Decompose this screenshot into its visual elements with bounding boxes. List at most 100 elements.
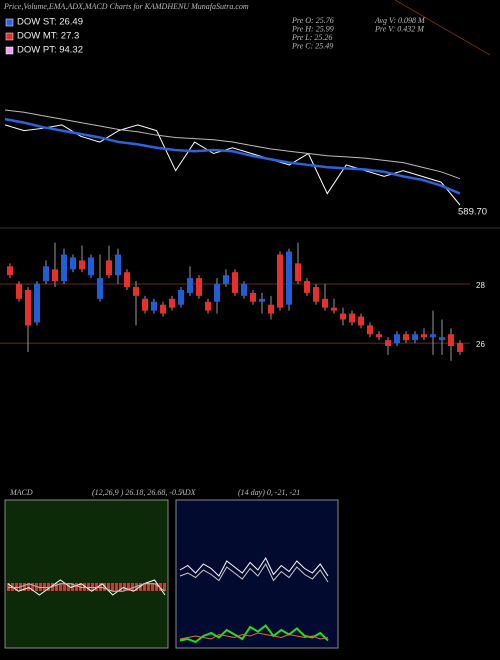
candle-body: [16, 284, 22, 299]
candle-body: [34, 284, 40, 323]
candle-body: [142, 298, 148, 311]
macd-bar: [155, 583, 158, 591]
macd-bar: [103, 583, 106, 591]
info-text: Pre H: 25.99: [291, 24, 334, 33]
macd-bar: [123, 583, 126, 591]
macd-bar: [151, 583, 154, 591]
macd-bar: [127, 583, 130, 591]
candle-body: [187, 278, 193, 293]
candle-body: [403, 334, 409, 341]
legend-label: DOW ST: 26.49: [17, 17, 83, 28]
adx-line: [179, 562, 329, 583]
macd-bar: [59, 583, 62, 591]
candle-body: [331, 307, 337, 311]
y-tick-label: 28: [476, 281, 485, 290]
macd-bar: [111, 583, 114, 591]
macd-bar: [163, 583, 166, 591]
macd-bar: [131, 583, 134, 591]
macd-line: [8, 583, 166, 592]
candle-body: [133, 286, 139, 296]
y-tick-label: 26: [476, 340, 485, 349]
candle-body: [205, 301, 211, 311]
macd-bar: [139, 583, 142, 591]
candle-body: [367, 325, 373, 335]
adx-label: ADX: [179, 488, 197, 497]
macd-panel: [4, 499, 169, 649]
macd-bar: [75, 583, 78, 591]
macd-bar: [63, 583, 66, 591]
candle-body: [322, 298, 328, 308]
upper-line: [4, 124, 461, 206]
macd-label: MACD: [9, 488, 33, 497]
candle-body: [169, 298, 175, 308]
macd-bar: [119, 583, 122, 591]
candle-body: [313, 286, 319, 302]
candle-body: [52, 269, 58, 282]
candle-body: [196, 278, 202, 296]
macd-bar: [143, 583, 146, 591]
legend-label: DOW MT: 27.3: [17, 31, 79, 42]
macd-bar: [135, 583, 138, 591]
upper-line: [4, 109, 461, 180]
adx-params: (14 day) 0, -21, -21: [238, 488, 300, 497]
info-text: Pre O: 25.76: [291, 16, 334, 25]
macd-bar: [115, 583, 118, 591]
candle-body: [160, 304, 166, 314]
candle-body: [259, 298, 265, 302]
macd-bar: [159, 583, 162, 591]
macd-bar: [67, 583, 70, 591]
candle-body: [61, 254, 67, 282]
candle-body: [43, 266, 49, 282]
candle-body: [448, 334, 454, 347]
candle-body: [70, 257, 76, 270]
candle-body: [25, 289, 31, 326]
candle-body: [277, 254, 283, 308]
candle-body: [304, 281, 310, 293]
candle-body: [241, 284, 247, 296]
candle-body: [88, 257, 94, 276]
macd-bar: [147, 583, 150, 591]
macd-bar: [107, 583, 110, 591]
candle-body: [151, 301, 157, 311]
candle-body: [232, 272, 238, 293]
info-text: Pre V: 0.432 M: [374, 24, 425, 33]
candle-body: [295, 263, 301, 282]
macd-bar: [35, 583, 38, 591]
candle-body: [412, 334, 418, 341]
trend-line: [394, 0, 491, 56]
candle-body: [79, 260, 85, 270]
macd-bar: [23, 583, 26, 591]
adx-line: [179, 624, 329, 644]
candle-body: [97, 278, 103, 299]
candle-body: [115, 254, 121, 276]
candle-body: [340, 313, 346, 320]
candle-body: [214, 284, 220, 302]
upper-line: [4, 117, 461, 195]
macd-bar: [27, 583, 30, 591]
candle-body: [286, 251, 292, 305]
macd-params: (12,26,9 ) 26.18, 26.68, -0.5: [92, 488, 182, 497]
candle-body: [421, 334, 427, 338]
legend-label: DOW PT: 94.32: [17, 45, 83, 56]
candle-body: [250, 292, 256, 302]
candle-body: [106, 260, 112, 276]
candle-body: [7, 266, 13, 276]
upper-label: 589.70: [458, 207, 487, 218]
legend-swatch: [5, 32, 14, 41]
macd-bar: [31, 583, 34, 591]
adx-line: [179, 556, 329, 577]
candle-body: [385, 340, 391, 347]
candle-body: [124, 272, 130, 287]
candle-body: [268, 304, 274, 314]
macd-bar: [55, 583, 58, 591]
candle-body: [358, 316, 364, 326]
adx-panel: [175, 499, 339, 649]
candle-body: [223, 275, 229, 285]
info-text: Avg V: 0.098 M: [374, 16, 426, 25]
candle-body: [178, 289, 184, 305]
candle-body: [349, 313, 355, 323]
info-text: Pre C: 25.49: [291, 41, 333, 50]
candle-body: [376, 334, 382, 338]
legend-swatch: [5, 46, 14, 55]
